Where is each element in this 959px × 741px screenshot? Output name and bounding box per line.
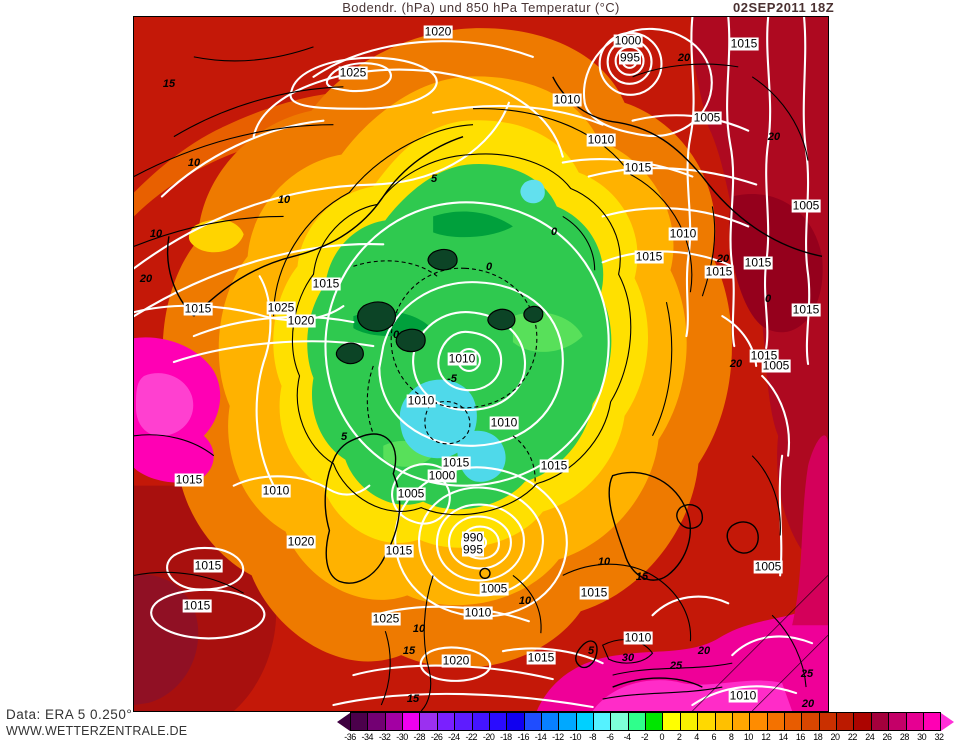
colorbar-tick: 30 xyxy=(917,732,927,741)
colorbar-segment xyxy=(524,713,542,730)
colorbar-tick: 24 xyxy=(865,732,875,741)
colorbar-tick: -32 xyxy=(378,732,391,741)
arctic-islands-group xyxy=(335,248,544,365)
colorbar-left-arrow-icon xyxy=(337,712,350,731)
colorbar-tick: 12 xyxy=(761,732,771,741)
colorbar-segment xyxy=(507,713,525,730)
colorbar-segment xyxy=(837,713,855,730)
colorbar-segment xyxy=(732,713,751,730)
colorbar-segment xyxy=(854,713,872,730)
colorbar-segment xyxy=(385,713,404,730)
colorbar-segment xyxy=(420,713,438,730)
colorbar-tick: -2 xyxy=(640,732,649,741)
colorbar-tick-labels: -36 -34 -32 -30 -28 -26 -24 -22 -20 -18 -16 -14 -12-… xyxy=(344,731,944,741)
colorbar-segment xyxy=(871,713,890,730)
isobar-contours-group xyxy=(134,17,814,709)
temperature-fill-group xyxy=(134,17,828,711)
graticule-group xyxy=(692,575,828,711)
colorbar-tick: 26 xyxy=(882,732,893,741)
colorbar-segment xyxy=(576,713,595,730)
colorbar-segment xyxy=(889,713,907,730)
colorbar-segment xyxy=(715,713,733,730)
colorbar-tick: 6 xyxy=(711,732,717,741)
colorbar-tick: -10 xyxy=(569,732,581,741)
colorbar-tick: 0 xyxy=(659,732,665,741)
colorbar-tick: 32 xyxy=(934,732,944,741)
colorbar-tick: -14 xyxy=(534,732,547,741)
map-graphic xyxy=(134,17,828,711)
colorbar-segment xyxy=(611,713,629,730)
colorbar-segment xyxy=(802,713,820,730)
colorbar-tick: 8 xyxy=(728,732,734,741)
coastlines-group xyxy=(166,76,823,688)
colorbar-segment xyxy=(403,713,421,730)
colorbar-segment xyxy=(351,713,369,730)
colorbar-segment xyxy=(906,713,924,730)
colorbar-tick: -22 xyxy=(465,732,478,741)
colorbar-tick: -34 xyxy=(361,732,374,741)
website-text: WWW.WETTERZENTRALE.DE xyxy=(6,724,188,738)
colorbar-tick: -36 xyxy=(344,732,356,741)
weather-map: 1020 1025 1000 995 1010 1015 1005 1010 1015 1005 1… xyxy=(133,16,829,712)
colorbar-segment xyxy=(368,713,386,730)
colorbar-tick: 2 xyxy=(676,732,682,741)
map-datetime: 02SEP2011 18Z xyxy=(733,0,835,15)
page-title: Bodendr. (hPa) und 850 hPa Temperatur (°… xyxy=(342,0,620,15)
colorbar-tick: 16 xyxy=(795,732,806,741)
colorbar-segment xyxy=(559,713,577,730)
colorbar-tick: -18 xyxy=(500,732,512,741)
colorbar-segment xyxy=(472,713,490,730)
colorbar-tick: 14 xyxy=(778,732,789,741)
colorbar-segment xyxy=(767,713,785,730)
colorbar-bar-row xyxy=(337,712,954,731)
colorbar-segment xyxy=(680,713,699,730)
colorbar-tick: -6 xyxy=(606,732,614,741)
colorbar-segment xyxy=(784,713,803,730)
colorbar-segment xyxy=(437,713,456,730)
colorbar-tick: 4 xyxy=(694,732,699,741)
colorbar-tick: 20 xyxy=(830,732,841,741)
colorbar-segment xyxy=(541,713,560,730)
colorbar-tick: -12 xyxy=(552,732,564,741)
colorbar-tick: 28 xyxy=(899,732,910,741)
colorbar-tick: 22 xyxy=(847,732,858,741)
colorbar-tick: 10 xyxy=(743,732,754,741)
colorbar-segment xyxy=(663,713,681,730)
colorbar-segment xyxy=(455,713,473,730)
temperature-contours-group xyxy=(134,46,809,711)
colorbar-segment xyxy=(698,713,716,730)
colorbar-segment xyxy=(819,713,838,730)
colorbar-scale xyxy=(350,712,941,731)
colorbar-tick: -4 xyxy=(623,732,632,741)
colorbar-tick: -8 xyxy=(589,732,597,741)
colorbar-segment xyxy=(628,713,647,730)
colorbar-tick: -28 xyxy=(413,732,426,741)
colorbar-segment xyxy=(750,713,768,730)
colorbar-tick: -24 xyxy=(448,732,460,741)
colorbar-segment xyxy=(646,713,664,730)
colorbar-tick: -20 xyxy=(482,732,495,741)
colorbar-segment xyxy=(594,713,612,730)
colorbar-segment xyxy=(489,713,508,730)
colorbar-segment xyxy=(923,713,941,730)
data-source-text: Data: ERA 5 0.250° xyxy=(6,707,133,722)
temperature-colorbar: -36 -34 -32 -30 -28 -26 -24 -22 -20 -18 -16 -14 -12-… xyxy=(337,712,954,741)
colorbar-tick: -16 xyxy=(517,732,529,741)
colorbar-right-arrow-icon xyxy=(941,712,954,731)
colorbar-tick: -26 xyxy=(430,732,443,741)
colorbar-tick: -30 xyxy=(396,732,408,741)
temperature-contours-dashed-group xyxy=(353,260,538,486)
colorbar-tick: 18 xyxy=(813,732,823,741)
